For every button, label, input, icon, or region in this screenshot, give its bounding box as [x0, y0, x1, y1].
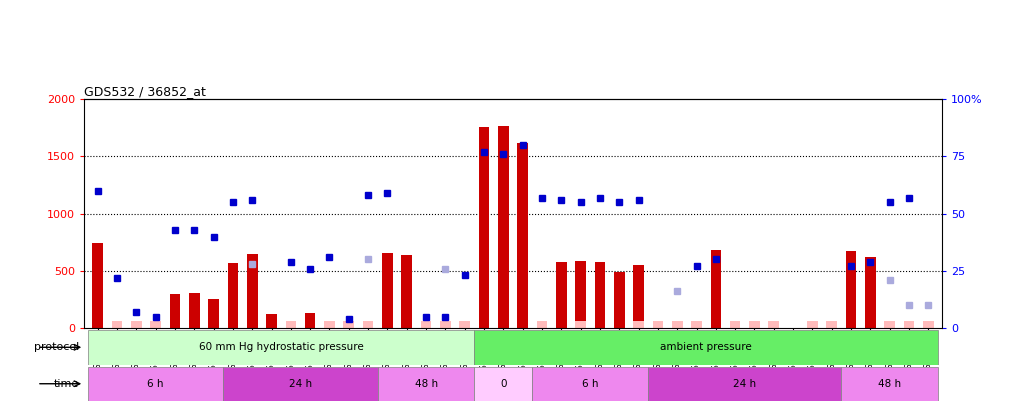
- Bar: [633, 321, 644, 328]
- Bar: [401, 255, 412, 328]
- Bar: [672, 321, 682, 328]
- Bar: [648, 367, 841, 401]
- Text: time: time: [53, 379, 79, 389]
- Bar: [841, 367, 938, 401]
- Bar: [692, 321, 702, 328]
- Bar: [865, 257, 876, 328]
- Text: protocol: protocol: [34, 342, 79, 352]
- Text: ambient pressure: ambient pressure: [661, 342, 752, 352]
- Bar: [711, 250, 721, 328]
- Bar: [112, 321, 122, 328]
- Bar: [208, 299, 219, 328]
- Bar: [614, 272, 625, 328]
- Bar: [749, 321, 760, 328]
- Text: 60 mm Hg hydrostatic pressure: 60 mm Hg hydrostatic pressure: [199, 342, 363, 352]
- Bar: [595, 262, 605, 328]
- Bar: [228, 263, 238, 328]
- Bar: [845, 252, 857, 328]
- Bar: [324, 321, 334, 328]
- Bar: [923, 321, 934, 328]
- Bar: [498, 126, 509, 328]
- Bar: [88, 330, 474, 364]
- Text: 0: 0: [500, 379, 507, 389]
- Bar: [189, 292, 200, 328]
- Bar: [768, 321, 779, 328]
- Bar: [150, 321, 161, 328]
- Bar: [807, 321, 818, 328]
- Text: 24 h: 24 h: [734, 379, 756, 389]
- Text: 6 h: 6 h: [582, 379, 598, 389]
- Text: 24 h: 24 h: [289, 379, 312, 389]
- Bar: [421, 321, 431, 328]
- Bar: [344, 321, 354, 328]
- Bar: [266, 314, 277, 328]
- Bar: [653, 321, 663, 328]
- Text: GDS532 / 36852_at: GDS532 / 36852_at: [84, 85, 206, 98]
- Bar: [247, 254, 258, 328]
- Bar: [474, 367, 532, 401]
- Bar: [363, 321, 373, 328]
- Bar: [474, 330, 938, 364]
- Bar: [169, 294, 181, 328]
- Bar: [378, 367, 474, 401]
- Bar: [305, 313, 315, 328]
- Bar: [92, 243, 103, 328]
- Text: 48 h: 48 h: [415, 379, 438, 389]
- Bar: [460, 321, 470, 328]
- Text: 6 h: 6 h: [148, 379, 164, 389]
- Bar: [479, 127, 489, 328]
- Bar: [131, 321, 142, 328]
- Bar: [88, 367, 224, 401]
- Text: 48 h: 48 h: [878, 379, 901, 389]
- Bar: [826, 321, 837, 328]
- Bar: [904, 321, 914, 328]
- Bar: [382, 253, 393, 328]
- Bar: [556, 262, 566, 328]
- Bar: [285, 321, 297, 328]
- Bar: [517, 143, 528, 328]
- Bar: [884, 321, 895, 328]
- Bar: [224, 367, 378, 401]
- Bar: [576, 260, 586, 328]
- Bar: [532, 367, 648, 401]
- Bar: [537, 321, 547, 328]
- Bar: [729, 321, 741, 328]
- Bar: [633, 265, 644, 328]
- Bar: [440, 321, 450, 328]
- Bar: [576, 321, 586, 328]
